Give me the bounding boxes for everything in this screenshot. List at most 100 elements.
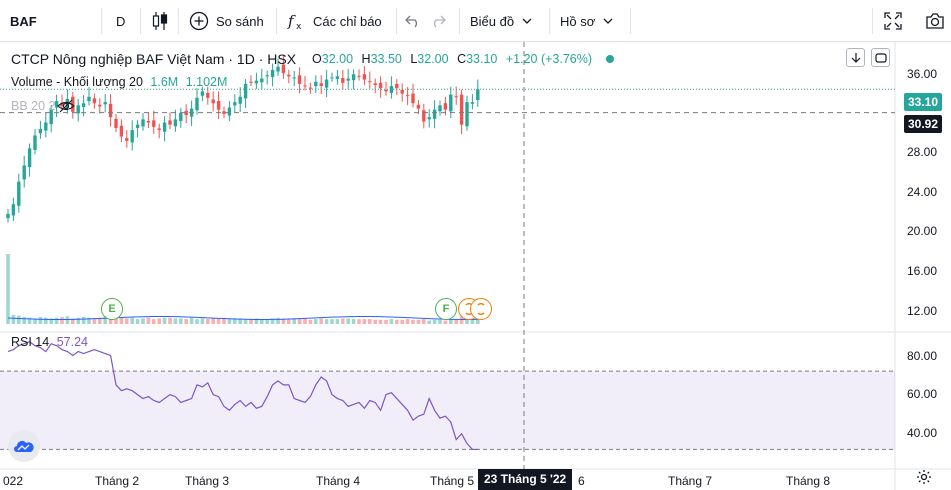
price-tick: 36.00 [906,67,937,81]
redo-button[interactable] [430,0,446,42]
volume-value: 1.6M [150,75,179,89]
candle-body [260,78,264,83]
volume-bar [287,319,291,324]
volume-bar [98,317,102,324]
open-value: 32.00 [321,52,354,66]
maximize-pane-button[interactable] [871,48,890,67]
volume-bar [243,319,248,324]
candle-body [81,103,86,107]
volume-bar [60,317,64,324]
candle-body [162,122,167,132]
candle-body [243,83,248,99]
time-label: Tháng 5 [430,474,475,488]
interval-button[interactable]: D [116,0,125,42]
volume-bar [189,317,194,324]
volume-bar [443,320,448,324]
volume-bar [200,318,205,324]
rsi-legend[interactable]: RSI 14 57.24 [11,335,88,349]
time-label: Tháng 7 [668,474,713,488]
profile-menu-button[interactable]: Hồ sơ [560,0,613,42]
future-event-marker[interactable]: F [435,298,457,320]
candle-body [314,81,318,87]
volume-bar [427,320,431,324]
volume-bar [17,315,21,324]
chart-menu-button[interactable]: Biểu đồ [470,0,532,42]
volume-bar [324,319,329,324]
candle-body [33,135,37,150]
candle-body [200,91,205,96]
fullscreen-button[interactable] [884,0,902,42]
volume-bar [368,319,372,324]
chart-type-button[interactable] [151,0,169,42]
gear-icon[interactable] [916,469,932,485]
candle-body [11,204,16,216]
price-tick: 12.00 [906,304,937,318]
candle-body [238,96,242,104]
crosshair-price-tag: 30.92 [903,115,942,133]
volume-bar [135,319,140,324]
candle-body [157,128,161,131]
toolbar-divider [630,8,631,34]
candle-body [476,89,480,100]
volume-bar [265,319,269,324]
undo-icon [405,15,418,28]
volume-bar [211,317,215,324]
volume-bar [233,318,237,324]
symbol-legend: CTCP Nông nghiệp BAF Việt Nam · 1D · HSX… [11,51,615,67]
volume-bar [319,318,323,324]
candle-body [416,104,421,109]
candle-body [449,94,453,112]
candle-body [357,75,361,77]
svg-text:f: f [287,12,296,30]
candle-body [211,99,215,104]
candle-body [324,79,329,88]
price-tick: 28.00 [906,145,937,159]
chart-canvas[interactable] [0,42,951,490]
candle-body [362,74,367,80]
candle-body [119,125,124,137]
volume-bar [152,319,156,324]
compare-button[interactable]: So sánh [189,0,264,42]
symbol-search-button[interactable]: BAF [10,0,37,42]
compare-label: So sánh [216,13,264,29]
volume-legend[interactable]: Volume - Khối lượng 20 1.6M 1.102M [11,75,227,89]
volume-bar [405,319,410,324]
candle-body [432,109,437,119]
arrow-down-icon [851,53,860,63]
split-event-marker[interactable] [470,298,492,320]
bb-legend[interactable]: BB 20 2 [11,99,76,113]
volume-bar [179,318,183,324]
change-value: +1.20 (+3.76%) [505,52,593,66]
tradingview-logo-button[interactable] [8,430,40,462]
time-axis[interactable]: 022 Tháng 2 Tháng 3 Tháng 4 Tháng 5 6 Th… [0,469,895,490]
volume-bar [27,317,32,324]
volume-bar [22,317,26,324]
rsi-scale[interactable]: 80.00 60.00 40.00 [891,332,951,469]
volume-bar [330,319,334,324]
volume-bar [249,319,253,324]
volume-bar [81,317,86,324]
high-key: H [361,52,371,66]
candle-body [427,117,431,120]
snapshot-button[interactable] [925,0,945,42]
volume-bar [411,319,415,324]
volume-bar [357,319,361,324]
volume-bar [308,319,313,324]
candles-icon [152,12,168,30]
candle-body [330,77,334,79]
volume-bar [260,319,264,324]
chart-area[interactable]: CTCP Nông nghiệp BAF Việt Nam · 1D · HSX… [0,42,951,490]
candle-body [459,94,464,125]
earnings-event-marker[interactable]: E [101,298,123,320]
volume-label: Volume - Khối lượng 20 [11,75,143,89]
price-scale[interactable]: 36.00 28.00 24.00 20.00 16.00 12.00 [891,42,951,332]
scroll-down-button[interactable] [846,48,865,67]
eye-hidden-icon[interactable] [57,99,76,113]
rsi-tick: 60.00 [906,387,937,401]
undo-button[interactable] [405,0,421,42]
volume-bar [6,254,10,324]
candle-body [265,75,269,77]
